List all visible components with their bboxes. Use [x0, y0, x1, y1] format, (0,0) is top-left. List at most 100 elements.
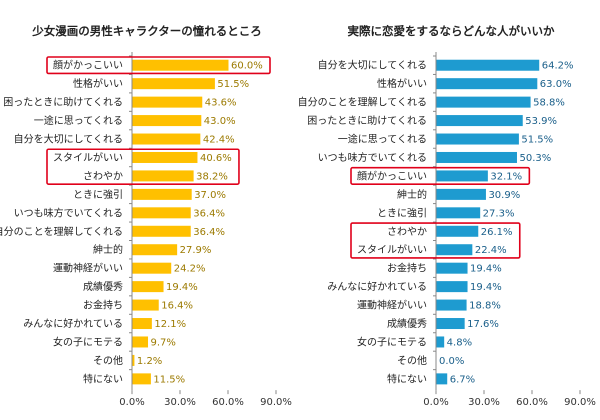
- value-label: 36.4%: [193, 208, 225, 219]
- value-label: 0.0%: [439, 356, 464, 367]
- value-label: 12.1%: [154, 319, 186, 330]
- value-label: 63.0%: [540, 79, 572, 90]
- bar: [132, 170, 194, 182]
- x-tick-label: 60.0%: [516, 397, 548, 408]
- chart-title: 実際に恋愛をするならどんな人がいいか: [348, 24, 555, 38]
- category-label: 性格がいい: [377, 77, 427, 90]
- category-label: 困ったときに助けてくれる: [3, 96, 123, 109]
- category-label: スタイルがいい: [357, 243, 427, 256]
- category-label: その他: [397, 354, 427, 367]
- category-label: さわやか: [387, 226, 427, 238]
- bar: [436, 170, 488, 182]
- value-label: 16.4%: [161, 301, 193, 312]
- value-label: 53.9%: [525, 116, 557, 127]
- value-label: 30.9%: [488, 190, 520, 201]
- x-tick-label: 0.0%: [119, 397, 144, 408]
- bar: [436, 207, 481, 219]
- highlight-box: [350, 166, 531, 185]
- value-label: 32.1%: [490, 171, 522, 182]
- category-label: みんなに好かれている: [327, 281, 427, 293]
- value-label: 27.3%: [483, 208, 515, 219]
- chart-title: 少女漫画の男性キャラクターの憧れるところ: [31, 24, 262, 38]
- category-label: スタイルがいい: [53, 151, 123, 164]
- bar: [436, 78, 538, 90]
- value-label: 19.4%: [166, 282, 198, 293]
- category-label: みんなに好かれている: [23, 318, 123, 330]
- value-label: 43.6%: [205, 98, 237, 109]
- category-label: 特にない: [83, 373, 123, 385]
- x-tick-label: 90.0%: [564, 397, 596, 408]
- category-label: お金持ち: [387, 262, 427, 275]
- bar: [436, 373, 448, 385]
- bar: [436, 96, 531, 108]
- category-label: 成績優秀: [387, 317, 427, 330]
- x-tick-label: 30.0%: [164, 397, 196, 408]
- highlight-box: [350, 222, 521, 259]
- x-tick-label: 30.0%: [468, 397, 500, 408]
- highlight-box: [46, 148, 240, 185]
- category-label: 紳士的: [397, 188, 427, 201]
- value-label: 43.0%: [204, 116, 236, 127]
- value-label: 9.7%: [151, 337, 176, 348]
- highlight-box: [46, 56, 271, 75]
- category-label: ときに強引: [73, 188, 123, 201]
- bar: [132, 318, 152, 330]
- bar: [132, 96, 203, 108]
- value-label: 1.2%: [137, 356, 162, 367]
- category-label: 自分を大切にしてくれる: [318, 59, 427, 72]
- bar: [436, 188, 486, 200]
- value-label: 50.3%: [519, 153, 551, 164]
- value-label: 51.5%: [521, 135, 553, 146]
- category-label: 一途に思ってくれる: [34, 114, 123, 127]
- category-label: 性格がいい: [73, 77, 123, 90]
- value-label: 24.2%: [174, 264, 206, 275]
- bar: [132, 299, 159, 311]
- bar: [132, 207, 191, 219]
- category-label: 特にない: [387, 373, 427, 385]
- value-label: 26.1%: [481, 227, 513, 238]
- category-label: ときに強引: [377, 206, 427, 219]
- bar: [436, 318, 465, 330]
- bar: [436, 299, 467, 311]
- value-label: 18.8%: [469, 301, 501, 312]
- bar: [436, 59, 540, 71]
- bar: [132, 336, 149, 348]
- value-label: 64.2%: [542, 61, 574, 72]
- bar: [132, 115, 202, 127]
- bar: [436, 336, 445, 348]
- bar: [132, 244, 178, 256]
- value-label: 4.8%: [447, 337, 472, 348]
- bar: [436, 281, 468, 293]
- category-label: その他: [93, 354, 123, 367]
- value-label: 17.6%: [467, 319, 499, 330]
- value-label: 36.4%: [193, 227, 225, 238]
- value-label: 40.6%: [200, 153, 232, 164]
- bar: [132, 78, 215, 90]
- bar: [132, 281, 164, 293]
- category-label: いつも味方でいてくれる: [318, 151, 427, 164]
- x-tick-label: 60.0%: [212, 397, 244, 408]
- bar: [132, 188, 192, 200]
- value-label: 60.0%: [231, 61, 263, 72]
- bar: [436, 262, 468, 274]
- category-label: さわやか: [83, 170, 123, 182]
- category-label: 自分のことを理解してくれる: [298, 96, 427, 109]
- category-label: 顔がかっこいい: [357, 169, 427, 182]
- bar: [132, 151, 198, 163]
- value-label: 19.4%: [470, 264, 502, 275]
- category-label: 困ったときに助けてくれる: [307, 114, 427, 127]
- bar: [436, 225, 479, 237]
- bar: [436, 115, 523, 127]
- category-label: 紳士的: [93, 243, 123, 256]
- category-label: お金持ち: [83, 299, 123, 312]
- bar: [132, 59, 229, 71]
- category-label: 一途に思ってくれる: [338, 133, 427, 146]
- bar: [132, 354, 135, 366]
- value-label: 38.2%: [196, 171, 228, 182]
- category-label: 女の子にモテる: [357, 335, 427, 348]
- category-label: 顔がかっこいい: [53, 59, 123, 72]
- value-label: 58.8%: [533, 98, 565, 109]
